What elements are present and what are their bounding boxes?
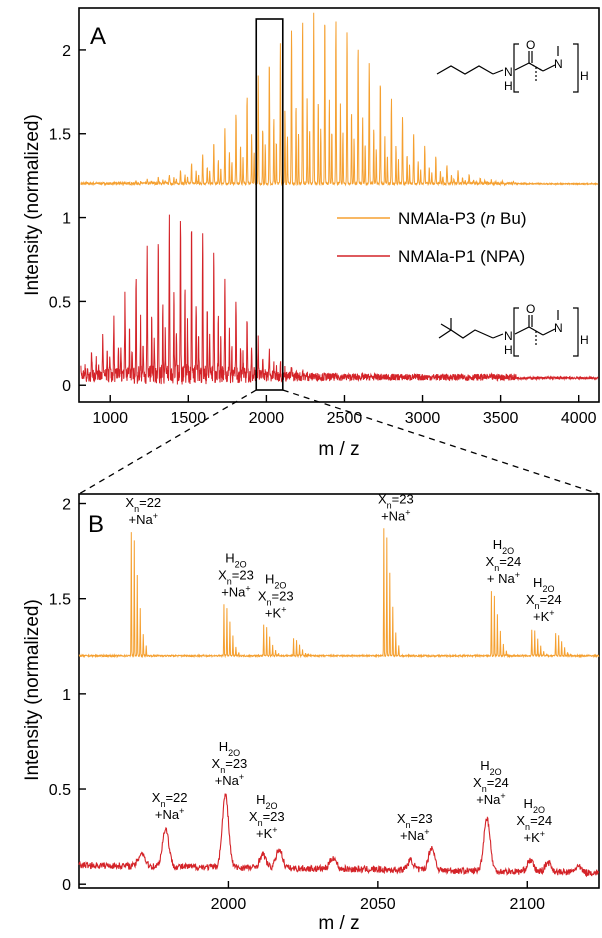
panel-a-x-tick-label: 2000	[249, 410, 285, 427]
panel-b: 2000 2050 2100 00.511.52 Xn=22+Na+H2OXn=23…	[22, 491, 600, 934]
panel-b-annotations: Xn=22+Na+H2OXn=23+Na+H2OXn=23+K+Xn=23+Na…	[125, 491, 561, 845]
peak-annotation-line: +K+	[523, 829, 545, 845]
peak-annotation-line: Xn=24	[486, 554, 522, 573]
structure-npa-atom-n2: N	[554, 321, 563, 335]
peak-annotation-line: Xn=23	[249, 809, 285, 828]
structure-npa: N H O N H	[438, 302, 589, 357]
structure-npa-atom-h2: H	[580, 333, 589, 347]
legend: NMAla-P3 (n Bu) NMAla-P1 (NPA)	[337, 209, 527, 266]
panel-a-y-tick-label: 2	[62, 43, 71, 60]
structure-npa-atom-o: O	[526, 302, 535, 316]
panel-b-y-tick-label: 0.5	[49, 782, 71, 799]
peak-annotation-line: H2O	[480, 758, 501, 777]
structure-nbu-atom-h2: H	[580, 69, 589, 83]
panel-b-x-ticks: 2000 2050 2100	[211, 881, 545, 913]
panel-b-y-tick-label: 0	[62, 877, 71, 894]
peak-annotation-line: +Na+	[155, 806, 184, 822]
peak-annotation-line: Xn=22	[125, 495, 161, 514]
peak-annotation-line: H2O	[225, 550, 246, 569]
peak-annotation-line: +K+	[533, 608, 555, 624]
peak-annotation-line: +Na+	[476, 791, 505, 807]
peak-annotation-line: H2O	[265, 571, 286, 590]
peak-annotation-line: + Na+	[487, 570, 520, 586]
peak-annotation-line: +K+	[256, 825, 278, 841]
structure-nbu: N H O N H	[436, 38, 589, 93]
peak-annotation-line: Xn=23	[218, 567, 254, 586]
panel-a-x-axis-label: m / z	[318, 439, 359, 460]
peak-annotation-line: Xn=24	[473, 775, 509, 794]
panel-b-x-tick-label: 2000	[211, 896, 247, 913]
panel-b-series-line-2	[78, 793, 600, 878]
structure-nbu-atom-n2: N	[554, 57, 563, 71]
panel-b-x-axis-label: m / z	[318, 913, 359, 934]
peak-annotation-line: Xn=22	[152, 790, 188, 809]
panel-b-y-tick-label: 1.5	[49, 592, 71, 609]
zoom-line-right	[282, 389, 600, 495]
panel-a-series	[80, 12, 599, 385]
panel-a-frame	[78, 7, 600, 403]
peak-annotation-line: +K+	[265, 604, 287, 620]
panel-a-y-tick-label: 1.5	[49, 127, 71, 144]
peak-annotation-line: H2O	[219, 739, 240, 758]
panel-a-y-axis-label: Intensity (normalized)	[22, 114, 43, 296]
legend-label-p1: NMAla-P1 (NPA)	[398, 247, 525, 266]
panel-b-y-tick-label: 1	[62, 687, 71, 704]
panel-a-x-tick-label: 3000	[405, 410, 441, 427]
panel-b-series-line-1	[78, 528, 600, 659]
peak-annotation-line: Xn=23	[212, 756, 248, 775]
panel-a-y-ticks: 0 0.5 1 1.5 2	[49, 43, 86, 395]
panel-a: 1000 1500 2000 2500 3000 3500 4000 0 0.5 1 1.5 2 A…	[22, 7, 600, 495]
peak-annotation-line: +Na+	[221, 583, 250, 599]
peak-annotation-line: H2O	[256, 792, 277, 811]
panel-a-series-line-2	[80, 214, 599, 385]
panel-a-label: A	[90, 23, 106, 50]
peak-annotation-line: +Na+	[381, 507, 410, 523]
peak-annotation-line: Xn=23	[258, 588, 294, 607]
panel-a-x-tick-label: 1500	[171, 410, 207, 427]
panel-a-x-ticks: 1000 1500 2000 2500 3000 3500 4000	[92, 395, 597, 427]
panel-b-x-tick-label: 2050	[360, 896, 396, 913]
zoom-box	[255, 18, 284, 391]
panel-b-frame	[78, 493, 600, 889]
peak-annotation-line: +Na+	[129, 511, 158, 527]
panel-b-series	[78, 528, 600, 878]
peak-annotation-line: Xn=24	[526, 592, 562, 611]
panel-a-x-tick-label: 4000	[561, 410, 597, 427]
panel-b-y-tick-label: 2	[62, 497, 71, 514]
zoom-line-left	[78, 389, 257, 495]
panel-a-x-tick-label: 3500	[483, 410, 519, 427]
peak-annotation-line: H2O	[533, 575, 554, 594]
panel-b-y-ticks: 0 0.5 1 1.5 2	[49, 497, 86, 894]
peak-annotation-line: +Na+	[400, 827, 429, 843]
structure-npa-atom-n1: N	[504, 329, 513, 343]
panel-b-label: B	[88, 511, 104, 538]
structure-npa-atom-h1: H	[504, 343, 513, 357]
panel-b-y-axis-label: Intensity (normalized)	[22, 599, 43, 781]
panel-a-x-tick-label: 1000	[92, 410, 128, 427]
structure-nbu-atom-h1: H	[504, 79, 513, 93]
structure-nbu-atom-n1: N	[504, 65, 513, 79]
peak-annotation-line: +Na+	[215, 772, 244, 788]
panel-a-y-tick-label: 1	[62, 211, 71, 228]
peak-annotation-line: H2O	[493, 537, 514, 556]
peak-annotation-line: Xn=23	[397, 811, 433, 830]
legend-label-p3: NMAla-P3 (n Bu)	[398, 209, 527, 228]
structure-nbu-atom-o: O	[526, 38, 535, 52]
panel-b-x-tick-label: 2100	[509, 896, 545, 913]
peak-annotation-line: Xn=23	[378, 491, 414, 510]
panel-a-series-line-1	[80, 12, 599, 187]
panel-a-y-tick-label: 0	[62, 378, 71, 395]
panel-a-y-tick-label: 0.5	[49, 294, 71, 311]
peak-annotation-line: H2O	[524, 796, 545, 815]
panel-a-x-tick-label: 2500	[327, 410, 363, 427]
peak-annotation-line: Xn=24	[516, 813, 552, 832]
